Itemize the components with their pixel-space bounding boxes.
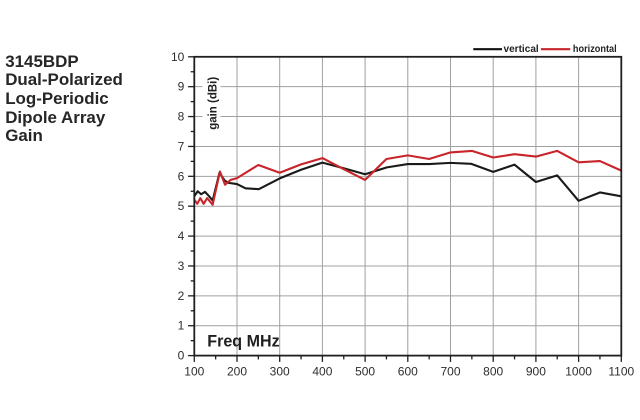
svg-text:100: 100 bbox=[184, 365, 204, 379]
svg-text:0: 0 bbox=[178, 349, 185, 363]
svg-text:8: 8 bbox=[178, 110, 185, 124]
svg-text:1000: 1000 bbox=[565, 365, 592, 379]
svg-text:700: 700 bbox=[440, 365, 460, 379]
svg-text:200: 200 bbox=[227, 365, 247, 379]
svg-text:3: 3 bbox=[178, 259, 185, 273]
svg-text:400: 400 bbox=[312, 365, 332, 379]
svg-text:1100: 1100 bbox=[608, 365, 634, 379]
svg-text:800: 800 bbox=[483, 365, 503, 379]
svg-text:7: 7 bbox=[178, 139, 185, 153]
svg-text:10: 10 bbox=[171, 50, 185, 64]
svg-text:horizontal: horizontal bbox=[573, 44, 617, 55]
svg-text:1: 1 bbox=[178, 319, 185, 333]
svg-text:300: 300 bbox=[270, 365, 290, 379]
svg-text:5: 5 bbox=[178, 199, 185, 213]
svg-text:6: 6 bbox=[178, 169, 185, 183]
svg-text:900: 900 bbox=[526, 365, 546, 379]
svg-text:gain (dBi): gain (dBi) bbox=[205, 77, 219, 130]
svg-text:Freq MHz: Freq MHz bbox=[207, 332, 279, 351]
svg-text:2: 2 bbox=[178, 289, 185, 303]
svg-text:500: 500 bbox=[355, 365, 375, 379]
svg-text:600: 600 bbox=[398, 365, 418, 379]
svg-text:vertical: vertical bbox=[504, 44, 539, 55]
svg-text:4: 4 bbox=[178, 229, 185, 243]
svg-text:9: 9 bbox=[178, 80, 185, 94]
